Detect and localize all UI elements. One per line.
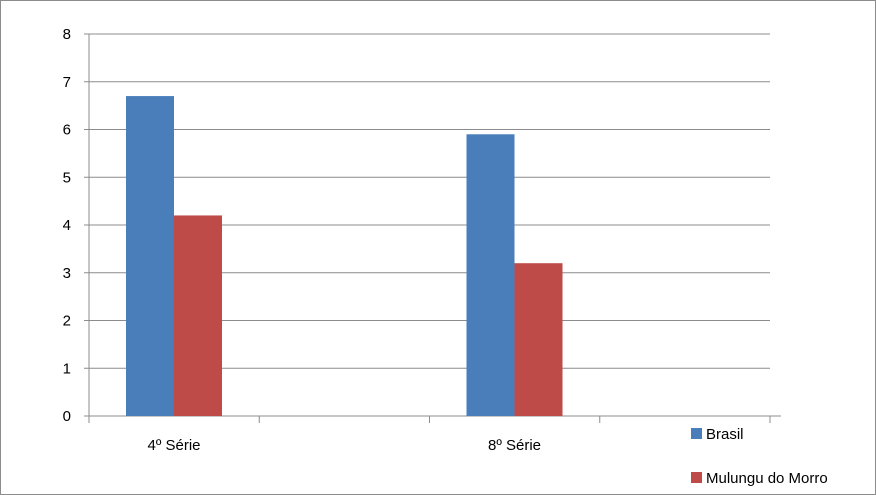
y-tick-label: 8: [63, 26, 71, 43]
y-tick-label: 3: [63, 265, 71, 282]
bars: [126, 96, 563, 416]
y-tick-label: 5: [63, 169, 71, 186]
bar-mulungu-do-morro-2: [514, 263, 563, 416]
legend: Brasil Mulungu do Morro: [691, 426, 828, 487]
y-tick-label: 6: [63, 122, 71, 139]
legend-label-brasil: Brasil: [706, 426, 744, 443]
y-tick-label: 0: [63, 408, 71, 425]
y-tick-label: 7: [63, 74, 71, 91]
bar-brasil-2: [466, 134, 515, 416]
legend-label-mulungu-do-morro: Mulungu do Morro: [706, 470, 828, 487]
y-tick-label: 4: [63, 217, 71, 234]
legend-swatch-mulungu-do-morro: [691, 472, 702, 483]
x-category-label: 8º Série: [488, 437, 541, 454]
tick-labels: 0 1 2 3 4 5 6 7 8 4º Série 8º Série: [63, 26, 541, 454]
legend-swatch-brasil: [691, 428, 702, 439]
bar-brasil-1: [126, 96, 174, 416]
x-category-label: 4º Série: [147, 437, 200, 454]
y-tick-label: 2: [63, 313, 71, 330]
bar-mulungu-do-morro-1: [174, 215, 222, 416]
y-tick-label: 1: [63, 360, 71, 377]
